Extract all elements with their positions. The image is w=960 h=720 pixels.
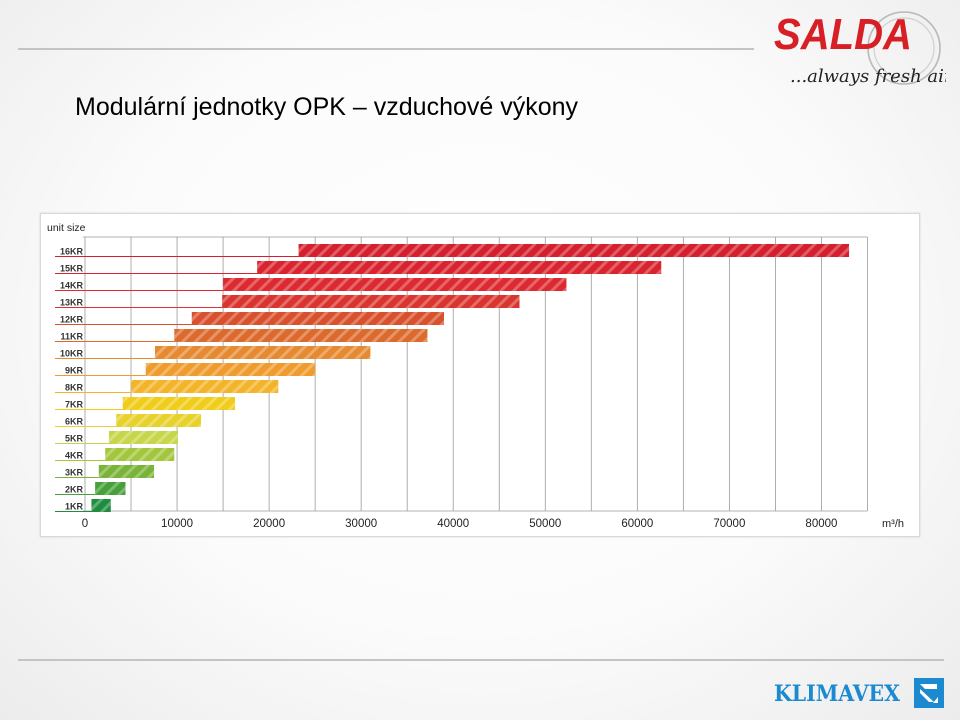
category-label: 1KR (65, 502, 84, 512)
bottom-divider (18, 659, 944, 661)
category-label: 13KR (60, 298, 84, 308)
capacity-chart: unit size 16KR 15KR 14KR 13KR 12KR 11KR 10KR 9KR… (47, 222, 904, 530)
range-bar-hatch (91, 499, 111, 512)
x-tick-label: 30000 (345, 518, 377, 530)
category-label: 14KR (60, 281, 84, 291)
klimavex-logo: KLIMAVEX (774, 678, 944, 708)
logo-ring-outer (867, 11, 941, 85)
range-bar-hatch (174, 329, 428, 342)
range-bar-hatch (222, 295, 520, 308)
x-tick-label: 40000 (437, 518, 469, 530)
range-bar-hatch (145, 363, 316, 376)
range-bar-hatch (122, 397, 236, 410)
category-label: 8KR (65, 383, 84, 393)
category-label: 9KR (65, 366, 84, 376)
salda-logo-slogan: ...always fresh air! (790, 66, 946, 87)
y-axis-title: unit size (47, 222, 86, 234)
range-bar-hatch (105, 448, 175, 461)
salda-logo: SALDA ...always fresh air! (774, 10, 946, 87)
category-label: 5KR (65, 434, 84, 444)
x-tick-label: 10000 (161, 518, 193, 530)
range-bar-hatch (191, 312, 445, 325)
x-tick-label: 20000 (253, 518, 285, 530)
top-divider (18, 48, 754, 50)
klimavex-mark-icon (914, 678, 944, 708)
x-tick-label: 50000 (529, 518, 561, 530)
category-label: 16KR (60, 247, 84, 257)
chart-panel: unit size 16KR 15KR 14KR 13KR 12KR 11KR 10KR 9KR… (40, 213, 920, 537)
labels: unit size 16KR 15KR 14KR 13KR 12KR 11KR 10KR 9KR… (47, 222, 904, 530)
range-bar-hatch (108, 431, 178, 444)
range-bar-hatch (257, 261, 662, 274)
bars (91, 244, 850, 512)
category-label: 11KR (60, 332, 83, 342)
range-bar-hatch (116, 414, 201, 427)
category-label: 6KR (65, 417, 84, 427)
category-label: 15KR (60, 264, 84, 274)
range-bar-hatch (98, 465, 155, 478)
category-label: 4KR (65, 451, 84, 461)
range-bar-hatch (223, 278, 567, 291)
x-axis-unit: m³/h (882, 518, 904, 530)
category-label: 3KR (65, 468, 84, 478)
klimavex-logo-name: KLIMAVEX (774, 681, 901, 707)
x-tick-label: 0 (82, 518, 88, 530)
range-bar-hatch (154, 346, 371, 359)
page-title: Modulární jednotky OPK – vzduchové výkon… (75, 93, 579, 121)
range-bar-hatch (95, 482, 126, 495)
category-label: 10KR (60, 349, 84, 359)
x-tick-label: 70000 (713, 518, 745, 530)
logo-ring-inner (873, 17, 935, 79)
salda-logo-name: SALDA (774, 10, 912, 59)
category-label: 7KR (65, 400, 84, 410)
range-bar-hatch (131, 380, 279, 393)
range-bar-hatch (298, 244, 850, 257)
x-tick-label: 60000 (621, 518, 653, 530)
x-tick-label: 80000 (805, 518, 837, 530)
category-label: 12KR (60, 315, 84, 325)
category-label: 2KR (65, 485, 84, 495)
